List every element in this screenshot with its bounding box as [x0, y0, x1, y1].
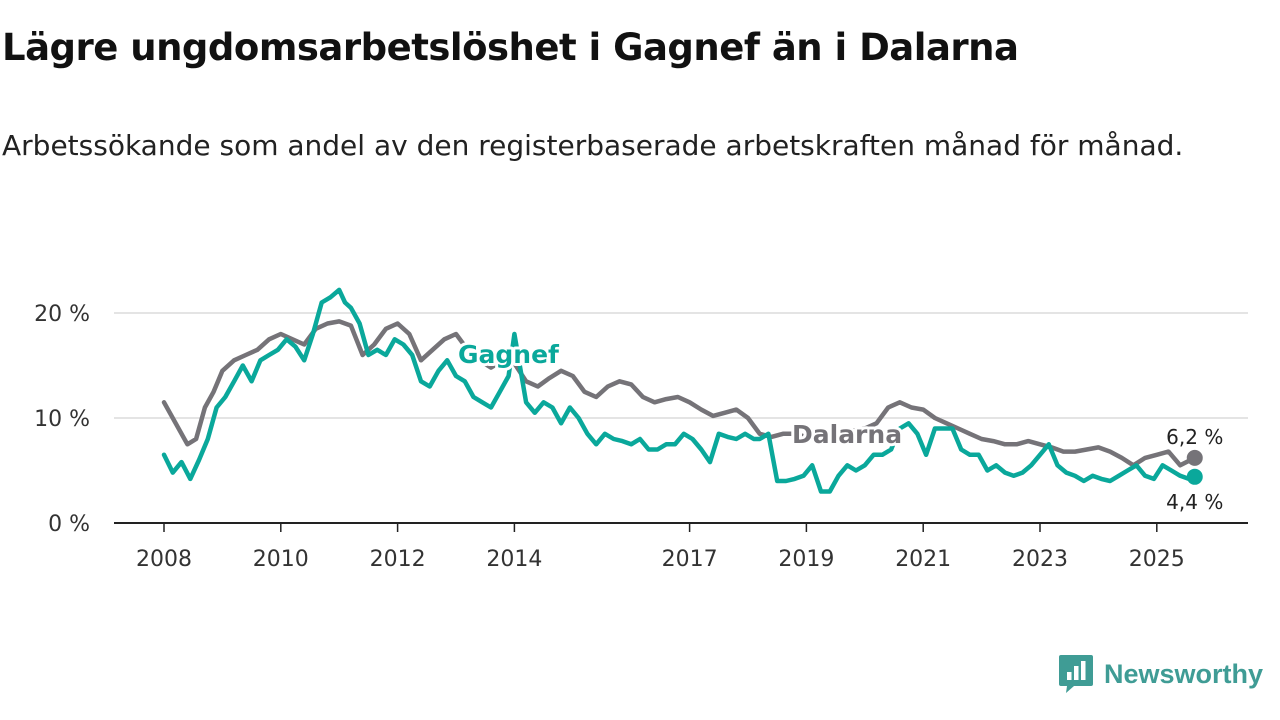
end-marker-gagnef [1186, 468, 1203, 485]
brand-name: Newsworthy [1104, 658, 1264, 689]
x-tick-label: 2012 [370, 547, 426, 572]
chart-title: Lägre ungdomsarbetslöshet i Gagnef än i … [2, 26, 1019, 69]
x-tick-label: 2023 [1012, 547, 1068, 572]
newsworthy-logo-icon [1059, 655, 1093, 693]
brand-logo: Newsworthy [1058, 652, 1263, 696]
x-tick-label: 2021 [895, 547, 951, 572]
y-tick-label: 0 % [48, 512, 90, 537]
series-line-dalarna [161, 319, 1198, 468]
series-label-dalarna: Dalarna [792, 420, 902, 449]
y-tick-label: 20 % [34, 302, 90, 327]
end-marker-dalarna [1186, 449, 1203, 466]
series-label-gagnef: Gagnef [458, 340, 560, 369]
x-tick-label: 2010 [253, 547, 309, 572]
chart-subtitle: Arbetssökande som andel av den registerb… [2, 129, 1184, 162]
x-tick-label: 2017 [662, 547, 718, 572]
y-tick-label: 10 % [34, 407, 90, 432]
x-tick-label: 2019 [778, 547, 834, 572]
end-label-gagnef: 4,4 % [1166, 490, 1223, 514]
end-label-dalarna: 6,2 % [1166, 425, 1223, 449]
x-tick-label: 2025 [1129, 547, 1185, 572]
line-chart: 0 % 10 % 20 % 2008 2010 2012 2014 2017 2019 2021 2… [34, 287, 1248, 572]
x-tick-label: 2014 [486, 547, 542, 572]
series-line-gagnef [161, 287, 1198, 494]
x-tick-label: 2008 [136, 547, 192, 572]
